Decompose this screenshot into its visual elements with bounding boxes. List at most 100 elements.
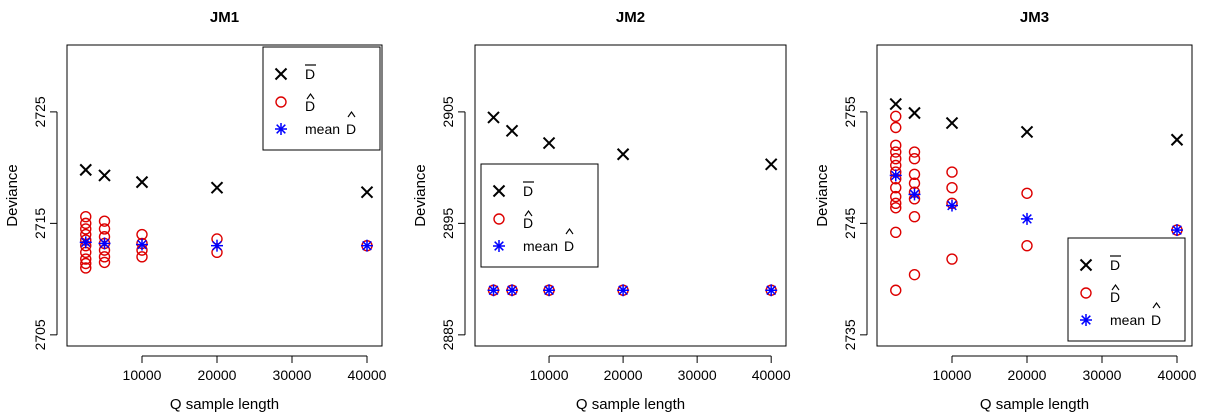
- data-point-dbar-b: [487, 111, 500, 124]
- panel-jm2: JM2 10000 20000 30000 40000 Q sample length 28…: [412, 9, 791, 413]
- data-point-mean_dhat-d2: [618, 285, 628, 296]
- legend-label-mean-dhat: D: [1151, 312, 1161, 328]
- legend-label-mean-prefix: mean: [523, 238, 562, 254]
- legend-marker-dbar-b: [1079, 258, 1093, 272]
- chart-title: JM1: [210, 9, 239, 26]
- data-point-dhat: [890, 181, 902, 194]
- panel-jm1: JM1 10000 20000 30000 40000 Q sample length 27…: [4, 9, 387, 413]
- data-point-dbar-b: [360, 185, 374, 199]
- data-point-dhat: [98, 223, 111, 235]
- x-tick-label: 20000: [604, 367, 643, 383]
- y-axis-label: Deviance: [4, 164, 21, 227]
- legend-marker-dhat: [493, 213, 505, 225]
- data-point-mean_dhat-d2: [137, 239, 147, 250]
- data-point-dhat: [98, 256, 111, 269]
- legend-label-dhat: D: [1110, 289, 1120, 305]
- data-point-dhat: [908, 153, 921, 165]
- data-point-dhat: [890, 284, 902, 296]
- plot-frame: [876, 44, 1193, 347]
- data-point-dbar-b: [210, 181, 224, 194]
- data-point-dbar-b: [79, 163, 92, 177]
- x-tick-label: 40000: [348, 367, 387, 383]
- hat-accent: [1111, 284, 1120, 291]
- legend-label-dhat: D: [523, 215, 533, 231]
- data-point-mean_dhat-d2: [947, 200, 957, 211]
- plot-frame: [474, 44, 787, 347]
- data-point-dhat: [890, 153, 902, 165]
- x-tick-label: 20000: [198, 367, 237, 383]
- data-point-mean_dhat-d2: [1022, 214, 1032, 224]
- data-point-dbar-b: [135, 175, 149, 189]
- x-tick-label: 10000: [530, 367, 569, 383]
- data-point-dbar-b: [908, 106, 921, 120]
- chart-title: JM2: [616, 9, 645, 26]
- legend-label-mean-dhat: D: [564, 238, 574, 254]
- data-point-dhat: [908, 146, 921, 158]
- y-tick-label: 2885: [440, 319, 456, 350]
- y-tick-label: 2725: [32, 96, 48, 127]
- data-point-dhat: [80, 217, 92, 230]
- data-point-mean_dhat-d2: [99, 238, 110, 249]
- data-point-dhat: [80, 223, 92, 235]
- x-tick-label: 10000: [933, 367, 972, 383]
- legend-label-dhat: D: [305, 98, 315, 114]
- x-axis-label: Q sample length: [170, 396, 279, 413]
- data-point-dhat: [946, 181, 958, 194]
- x-tick-label: 10000: [123, 367, 162, 383]
- data-point-dhat: [890, 226, 902, 238]
- data-point-dhat: [890, 139, 902, 152]
- data-point-mean_dhat-d2: [488, 285, 499, 296]
- data-point-dhat: [80, 262, 92, 274]
- data-point-mean_dhat-d2: [362, 240, 372, 251]
- y-tick-label: 2735: [842, 319, 858, 350]
- data-point-mean_dhat-d2: [766, 285, 777, 296]
- y-tick-label: 2745: [842, 208, 858, 239]
- data-point-dhat: [890, 190, 902, 203]
- legend-marker-dbar-b: [274, 67, 288, 81]
- data-point-dbar-b: [98, 169, 111, 182]
- x-tick-label: 40000: [1158, 367, 1197, 383]
- x-axis-label: Q sample length: [980, 396, 1089, 413]
- legend-marker-mean-dhat-d2: [1081, 315, 1091, 325]
- hat-accent: [1152, 302, 1161, 309]
- x-tick-label: 30000: [1083, 367, 1122, 383]
- panel-jm3: JM3 10000 20000 30000 40000 Q sample length 27…: [814, 9, 1197, 413]
- legend-marker-dbar-b: [492, 184, 506, 198]
- data-point-dhat: [1021, 187, 1033, 199]
- y-tick-label: 2905: [440, 96, 456, 127]
- data-point-dhat: [136, 251, 148, 263]
- data-point-dhat: [890, 202, 902, 214]
- data-point-mean_dhat-d2: [890, 170, 901, 181]
- y-axis-label: Deviance: [412, 164, 429, 227]
- x-tick-label: 30000: [273, 367, 312, 383]
- data-point-mean_dhat-d2: [909, 189, 920, 200]
- data-point-dbar-b: [1170, 133, 1184, 146]
- hat-accent: [524, 210, 533, 217]
- data-point-dhat: [946, 166, 958, 178]
- hat-accent: [347, 111, 356, 118]
- x-tick-label: 30000: [678, 367, 717, 383]
- data-point-dbar-b: [542, 136, 556, 150]
- legend-marker-dhat: [275, 96, 287, 108]
- data-point-dhat: [890, 110, 902, 123]
- hat-accent: [565, 228, 574, 235]
- data-point-dbar-b: [1020, 125, 1034, 139]
- y-tick-label: 2705: [32, 319, 48, 350]
- data-point-dbar-b: [616, 148, 630, 161]
- data-point-mean_dhat-d2: [1172, 225, 1182, 235]
- data-point-mean_dhat-d2: [80, 237, 91, 248]
- data-point-dhat: [98, 251, 111, 263]
- data-point-dhat: [80, 257, 92, 270]
- data-point-mean_dhat-d2: [544, 285, 554, 296]
- data-point-mean_dhat-d2: [507, 285, 517, 296]
- x-tick-label: 20000: [1008, 367, 1047, 383]
- legend-box: [1067, 237, 1186, 342]
- legend-label-mean-dhat: D: [346, 121, 356, 137]
- legend-marker-mean-dhat-d2: [494, 241, 504, 251]
- data-point-dhat: [890, 197, 902, 210]
- chart-title: JM3: [1020, 9, 1049, 26]
- legend-label-dbar: D: [305, 66, 315, 82]
